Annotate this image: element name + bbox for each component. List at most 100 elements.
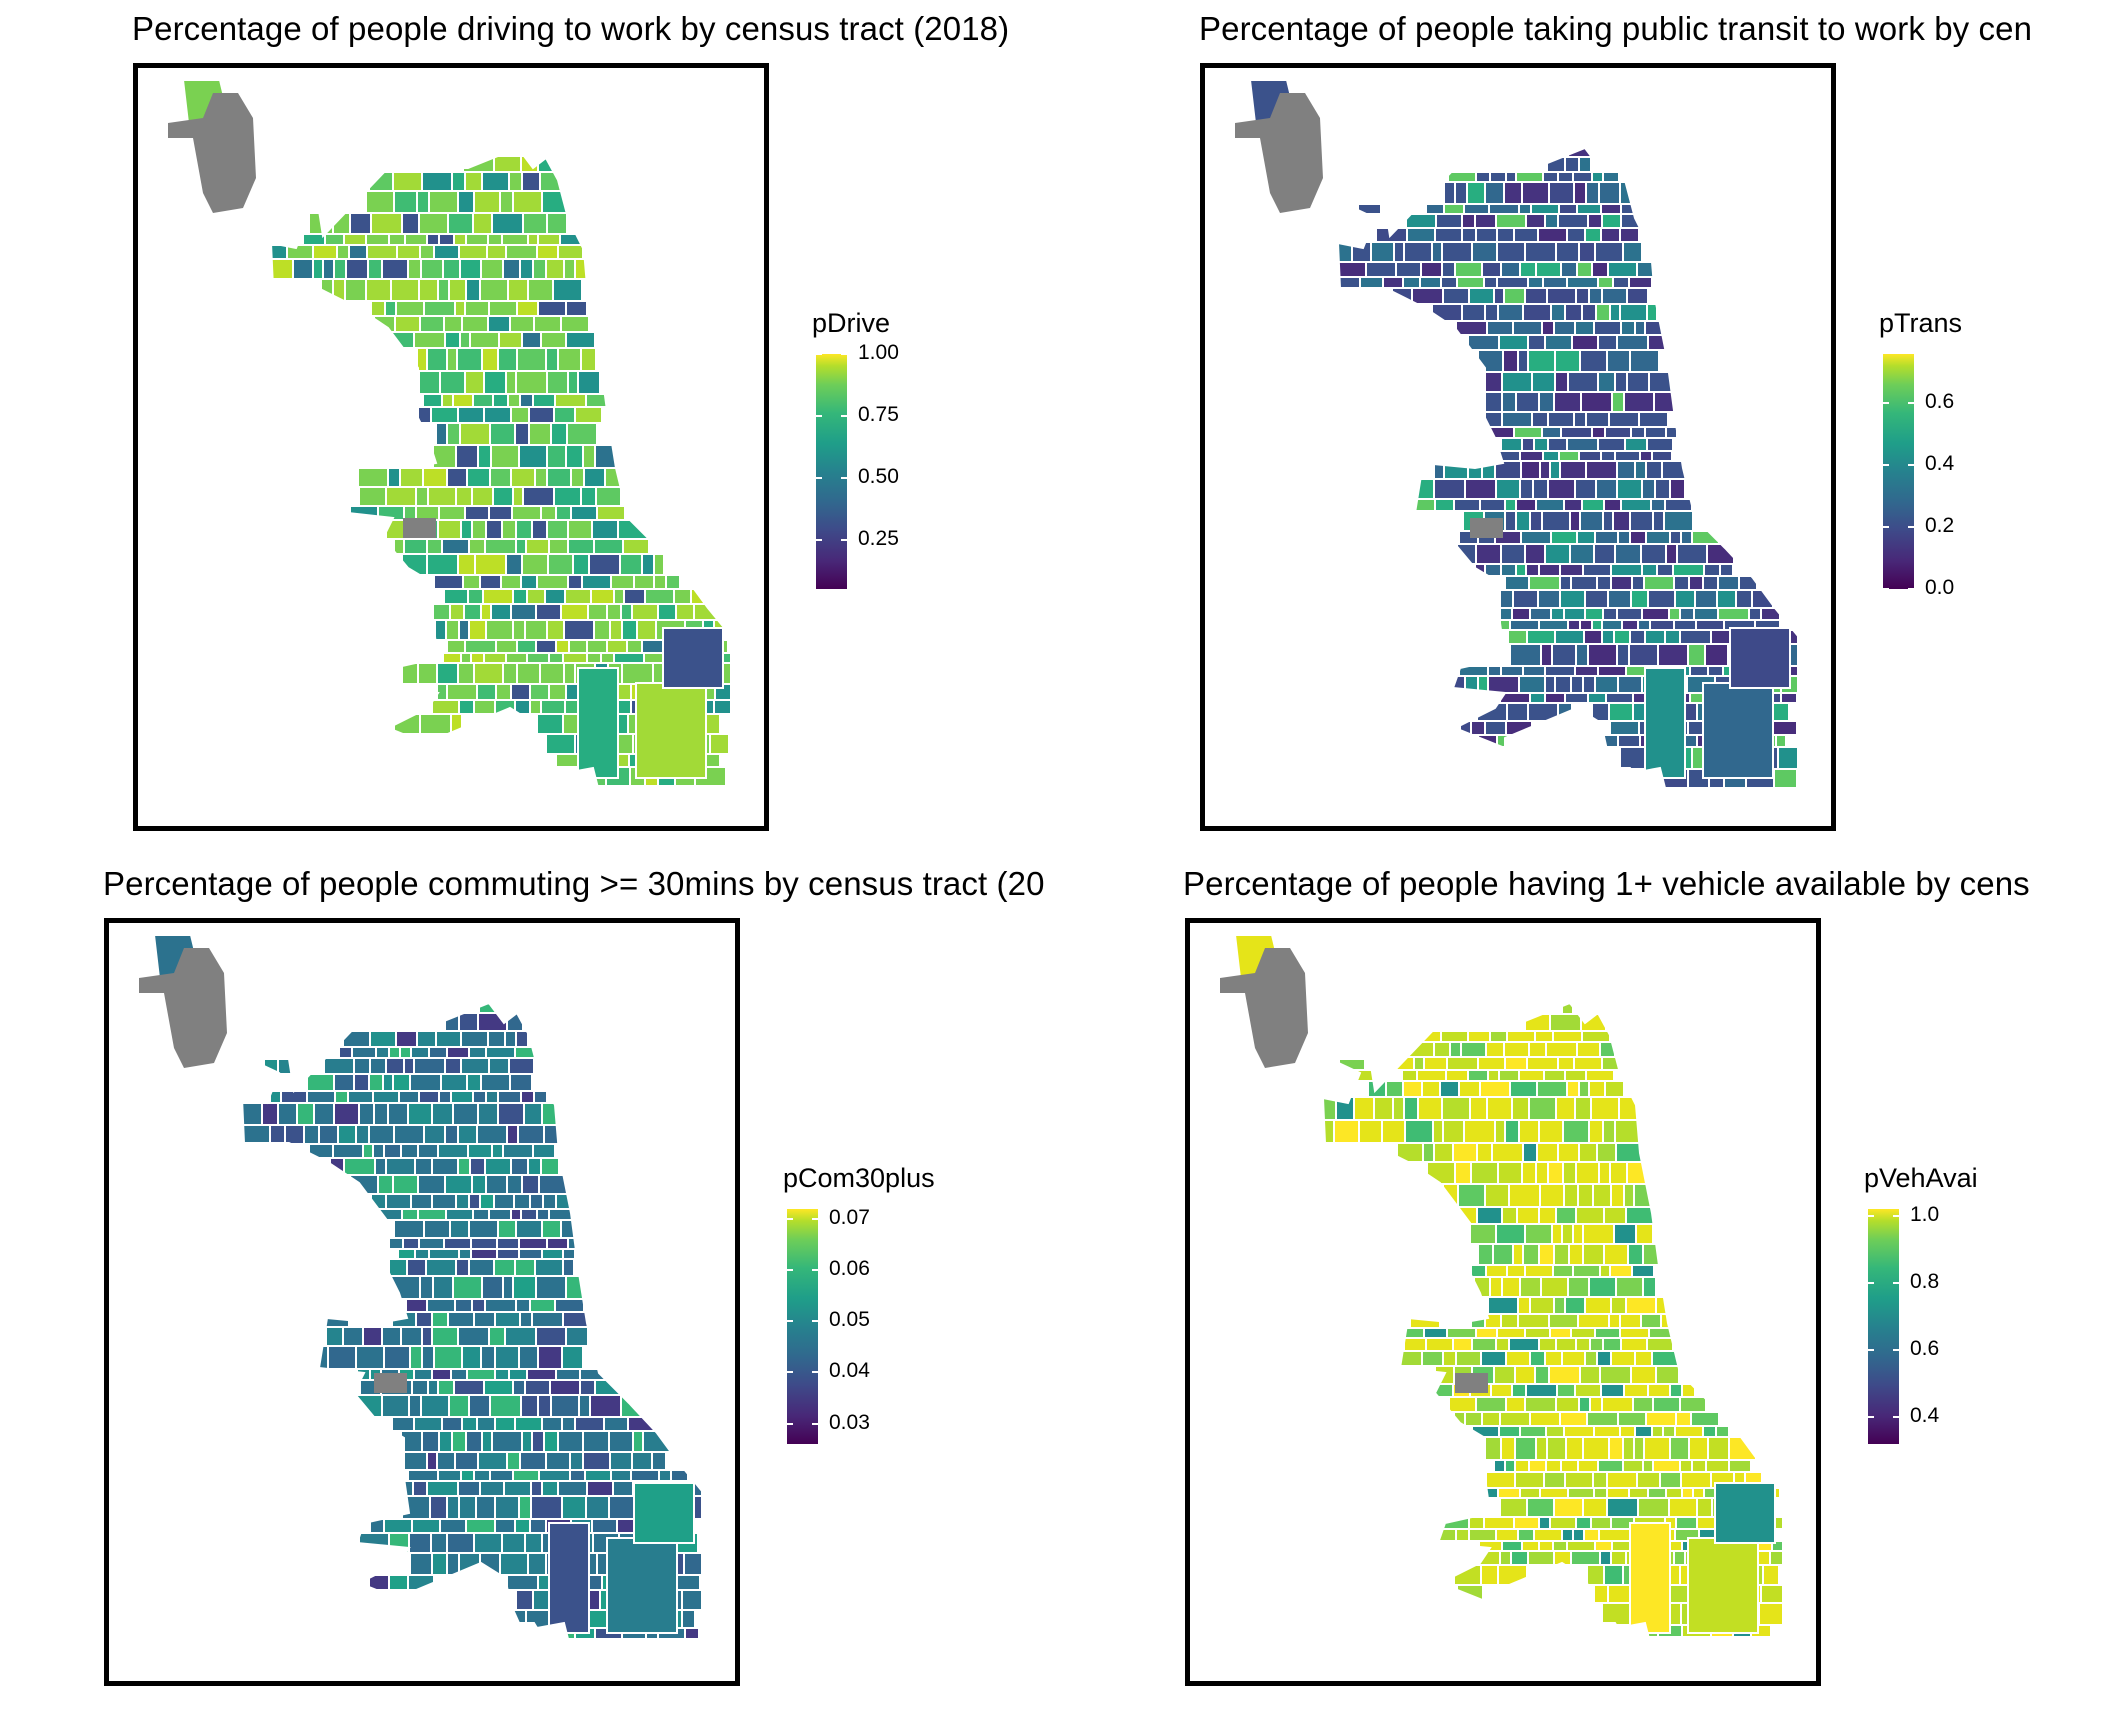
census-tract — [1522, 1243, 1540, 1266]
census-tract — [522, 212, 548, 235]
census-tract — [1641, 478, 1656, 500]
legend-tick-label: 0.25 — [858, 526, 899, 550]
census-tract — [385, 1057, 405, 1075]
legend-tick-mark — [1883, 588, 1889, 590]
census-tract — [1614, 543, 1642, 565]
census-tract — [531, 1430, 545, 1453]
census-tract — [1584, 227, 1602, 243]
census-tract — [369, 1030, 397, 1048]
census-tract — [610, 1469, 632, 1482]
census-tract — [593, 619, 611, 641]
census-tract — [1587, 643, 1618, 667]
legend-tick-mark — [787, 1422, 793, 1425]
census-tract — [569, 1469, 586, 1482]
census-tract — [407, 1102, 433, 1126]
census-tract — [1522, 665, 1546, 677]
census-tract — [435, 1030, 462, 1048]
census-tract — [494, 1518, 516, 1534]
census-tract — [529, 1193, 544, 1210]
census-tract — [1653, 391, 1685, 413]
census-tract — [446, 467, 468, 488]
census-tract — [408, 1394, 422, 1418]
census-tract — [1479, 498, 1506, 512]
legend-tick-mark — [1893, 1214, 1899, 1217]
census-tract — [1630, 1365, 1657, 1385]
census-tract — [1643, 1436, 1671, 1461]
census-tract — [591, 1518, 618, 1534]
census-tract — [426, 538, 443, 555]
census-tract — [1495, 1223, 1526, 1245]
census-tract — [631, 1451, 653, 1471]
census-tract — [1601, 629, 1615, 645]
census-tract — [1548, 1313, 1579, 1329]
census-tract — [1554, 349, 1581, 373]
census-tract — [1693, 607, 1719, 621]
census-tract — [565, 331, 596, 349]
census-tract — [1554, 371, 1569, 393]
census-tract — [1538, 1516, 1551, 1530]
census-tract — [1644, 667, 1686, 779]
census-tract — [1541, 510, 1571, 532]
census-tract — [561, 1345, 584, 1370]
census-tract — [338, 1046, 353, 1059]
census-tract — [1518, 1069, 1545, 1082]
census-tract — [477, 444, 492, 469]
census-tract — [1440, 276, 1458, 289]
census-tract — [448, 1394, 470, 1418]
census-tract — [457, 1326, 490, 1347]
census-tract — [1493, 1365, 1516, 1385]
census-tract — [541, 1248, 564, 1260]
census-tract — [1508, 1183, 1541, 1208]
census-tract — [1411, 287, 1444, 305]
census-tract — [493, 1258, 516, 1277]
census-tract — [1559, 460, 1587, 480]
census-tract — [1484, 1183, 1510, 1208]
census-tract — [416, 190, 430, 214]
census-tract — [519, 1451, 547, 1471]
census-tract — [1498, 1425, 1521, 1438]
census-tract — [468, 1394, 491, 1418]
census-tract — [443, 1237, 472, 1250]
census-tract — [1690, 1411, 1720, 1427]
census-tract — [457, 1124, 478, 1145]
census-tract — [520, 574, 538, 590]
census-tract — [419, 315, 445, 333]
census-tract — [1471, 1337, 1497, 1352]
census-tract — [1649, 619, 1675, 631]
census-tract — [1559, 1411, 1588, 1427]
census-tract — [432, 603, 451, 621]
census-tract — [1647, 1383, 1671, 1398]
census-tract — [1492, 1243, 1514, 1266]
census-tract — [1509, 1080, 1538, 1098]
census-tract — [1515, 498, 1537, 512]
map-frame — [1200, 63, 1836, 831]
census-tract — [589, 1394, 622, 1418]
census-tract — [418, 1090, 440, 1104]
census-tract — [1775, 734, 1787, 748]
legend-title: pDrive — [812, 308, 891, 338]
legend-tick-mark — [816, 414, 822, 417]
census-tract — [334, 1090, 349, 1104]
census-tract — [1621, 619, 1639, 631]
census-tract — [1580, 391, 1613, 413]
census-tract — [537, 300, 567, 317]
census-tract — [502, 662, 518, 685]
census-tract — [536, 244, 559, 260]
census-tract — [447, 1311, 475, 1328]
census-tract — [458, 244, 488, 260]
census-tract — [574, 1416, 605, 1432]
census-tract — [1423, 1327, 1448, 1339]
choropleth-map — [168, 79, 732, 789]
census-tract — [613, 652, 645, 664]
census-tract — [1515, 391, 1540, 413]
census-tract — [1478, 1436, 1502, 1461]
census-tract — [1641, 563, 1658, 577]
census-tract — [1669, 1436, 1690, 1461]
census-tract — [1696, 1497, 1713, 1518]
census-tract — [1679, 629, 1712, 645]
census-tract — [403, 538, 428, 555]
census-tract — [1518, 675, 1546, 694]
census-tract — [453, 1379, 485, 1396]
census-tract — [620, 603, 633, 621]
census-tract — [1496, 1327, 1526, 1339]
